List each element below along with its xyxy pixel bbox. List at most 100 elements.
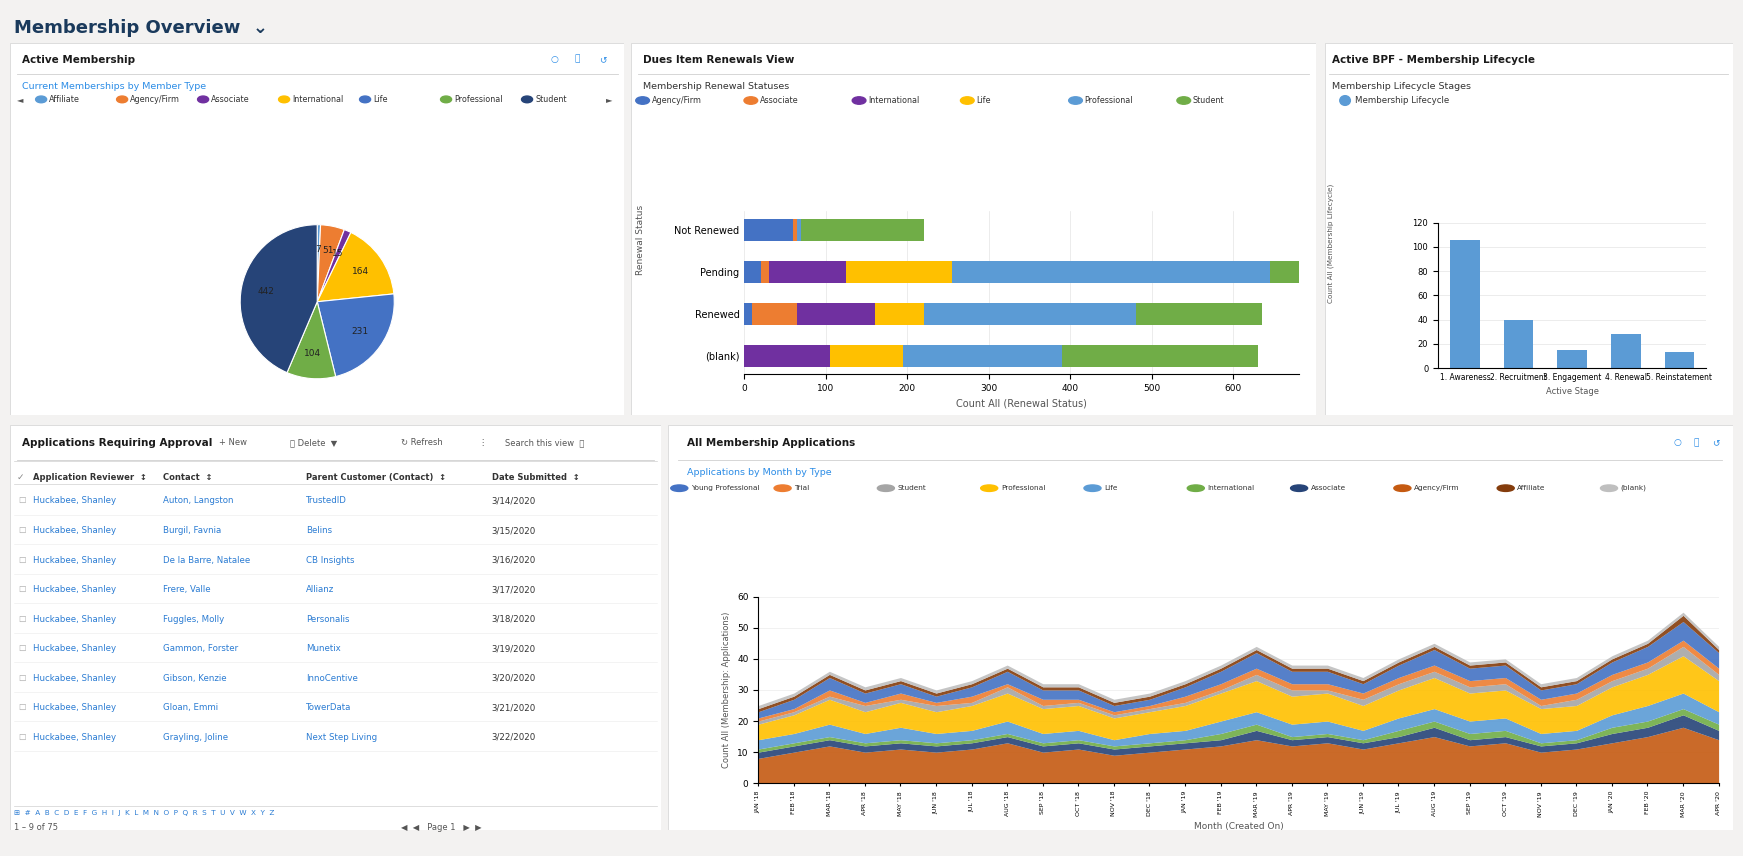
Text: 104: 104	[305, 349, 321, 359]
Text: CB Insights: CB Insights	[307, 556, 356, 565]
Circle shape	[117, 96, 127, 103]
Text: 3/16/2020: 3/16/2020	[492, 556, 535, 565]
Text: Fuggles, Molly: Fuggles, Molly	[164, 615, 225, 624]
Text: 3/20/2020: 3/20/2020	[492, 674, 535, 683]
Text: Count All (Membership Lifecycle): Count All (Membership Lifecycle)	[1328, 184, 1335, 304]
Text: All Membership Applications: All Membership Applications	[687, 438, 856, 449]
Text: ►: ►	[605, 95, 612, 104]
Circle shape	[1394, 485, 1410, 491]
Text: ☐: ☐	[17, 674, 26, 683]
Circle shape	[1084, 485, 1102, 491]
Bar	[744, 345, 830, 366]
Text: ⬜: ⬜	[575, 55, 580, 63]
Text: Huckabee, Shanley: Huckabee, Shanley	[33, 674, 117, 683]
Text: Applications by Month by Type: Applications by Month by Type	[687, 468, 831, 477]
Text: Professional: Professional	[1000, 485, 1046, 491]
Text: Membership Overview  ⌄: Membership Overview ⌄	[14, 19, 268, 37]
Wedge shape	[288, 302, 336, 378]
Text: Agency/Firm: Agency/Firm	[652, 96, 701, 105]
Text: ⊞  #  A  B  C  D  E  F  G  H  I  J  K  L  M  N  O  P  Q  R  S  T  U  V  W  X  Y : ⊞ # A B C D E F G H I J K L M N O P Q R …	[14, 810, 274, 816]
Circle shape	[441, 96, 451, 103]
Text: Auton, Langston: Auton, Langston	[164, 496, 234, 505]
Bar	[1450, 240, 1480, 368]
Text: Huckabee, Shanley: Huckabee, Shanley	[33, 615, 117, 624]
Text: Affiliate: Affiliate	[1518, 485, 1546, 491]
Circle shape	[852, 97, 866, 104]
Circle shape	[1187, 485, 1204, 491]
Text: Professional: Professional	[1084, 96, 1133, 105]
Text: Gloan, Emmi: Gloan, Emmi	[164, 704, 218, 712]
Circle shape	[981, 485, 997, 491]
Text: ⬜: ⬜	[1692, 438, 1698, 448]
Text: Dues Item Renewals View: Dues Item Renewals View	[643, 55, 795, 65]
Text: 164: 164	[352, 267, 370, 276]
Circle shape	[960, 97, 974, 104]
Text: De la Barre, Natalee: De la Barre, Natalee	[164, 556, 251, 565]
Circle shape	[197, 96, 209, 103]
Text: Huckabee, Shanley: Huckabee, Shanley	[33, 733, 117, 742]
Bar	[830, 345, 903, 366]
Text: ☐: ☐	[17, 556, 26, 565]
Text: ☐: ☐	[17, 496, 26, 505]
Circle shape	[636, 97, 650, 104]
Text: Affiliate: Affiliate	[49, 95, 80, 104]
Wedge shape	[317, 225, 321, 302]
Wedge shape	[317, 294, 394, 377]
Bar	[1135, 303, 1262, 324]
Text: Frere, Valle: Frere, Valle	[164, 586, 211, 594]
Text: 1 – 9 of 75: 1 – 9 of 75	[14, 823, 58, 832]
Text: ☐: ☐	[17, 733, 26, 742]
Bar	[802, 219, 924, 241]
Bar	[793, 219, 797, 241]
Text: 442: 442	[258, 287, 274, 296]
Text: ↺: ↺	[1712, 438, 1720, 448]
Circle shape	[279, 96, 289, 103]
Text: Agency/Firm: Agency/Firm	[131, 95, 180, 104]
Text: Membership Lifecycle Stages: Membership Lifecycle Stages	[1332, 82, 1471, 91]
Text: Associate: Associate	[760, 96, 798, 105]
Text: ◀  ◀   Page 1   ▶  ▶: ◀ ◀ Page 1 ▶ ▶	[401, 823, 481, 832]
Text: 3/21/2020: 3/21/2020	[492, 704, 535, 712]
Text: 3/15/2020: 3/15/2020	[492, 526, 535, 535]
Bar	[1061, 345, 1258, 366]
Bar	[1558, 350, 1586, 368]
Circle shape	[1290, 485, 1307, 491]
Text: Applications Requiring Approval: Applications Requiring Approval	[23, 438, 213, 449]
Text: 3/19/2020: 3/19/2020	[492, 645, 535, 653]
X-axis label: Count All (Renewal Status): Count All (Renewal Status)	[955, 398, 1088, 408]
Text: Next Step Living: Next Step Living	[307, 733, 378, 742]
Circle shape	[774, 485, 791, 491]
Text: 🗑 Delete  ▼: 🗑 Delete ▼	[289, 438, 336, 448]
Text: Huckabee, Shanley: Huckabee, Shanley	[33, 496, 117, 505]
Bar	[760, 261, 769, 282]
Text: ○: ○	[551, 55, 558, 63]
Text: Professional: Professional	[453, 95, 502, 104]
Text: ↺: ↺	[600, 55, 607, 63]
Circle shape	[1600, 485, 1618, 491]
Bar	[1611, 334, 1640, 368]
Bar	[875, 303, 924, 324]
Bar	[1665, 353, 1694, 368]
Circle shape	[1340, 96, 1351, 105]
Text: Parent Customer (Contact)  ↕: Parent Customer (Contact) ↕	[307, 473, 446, 482]
Text: Belins: Belins	[307, 526, 333, 535]
Text: ☐: ☐	[17, 645, 26, 653]
Text: 3/17/2020: 3/17/2020	[492, 586, 535, 594]
X-axis label: Month (Created On): Month (Created On)	[1194, 822, 1283, 831]
Circle shape	[1497, 485, 1515, 491]
Text: Current Memberships by Member Type: Current Memberships by Member Type	[21, 82, 206, 91]
Y-axis label: Count All (Membership: Applications): Count All (Membership: Applications)	[722, 612, 732, 768]
Text: 3/14/2020: 3/14/2020	[492, 496, 535, 505]
Circle shape	[877, 485, 894, 491]
Bar	[797, 303, 875, 324]
Text: Gammon, Forster: Gammon, Forster	[164, 645, 239, 653]
Bar	[903, 345, 1061, 366]
Text: Membership Renewal Statuses: Membership Renewal Statuses	[643, 82, 790, 91]
Text: ☐: ☐	[17, 615, 26, 624]
Bar	[744, 261, 760, 282]
Text: ☐: ☐	[17, 526, 26, 535]
Text: Huckabee, Shanley: Huckabee, Shanley	[33, 645, 117, 653]
Text: Student: Student	[898, 485, 926, 491]
Text: Life: Life	[373, 95, 387, 104]
Text: Student: Student	[1192, 96, 1224, 105]
